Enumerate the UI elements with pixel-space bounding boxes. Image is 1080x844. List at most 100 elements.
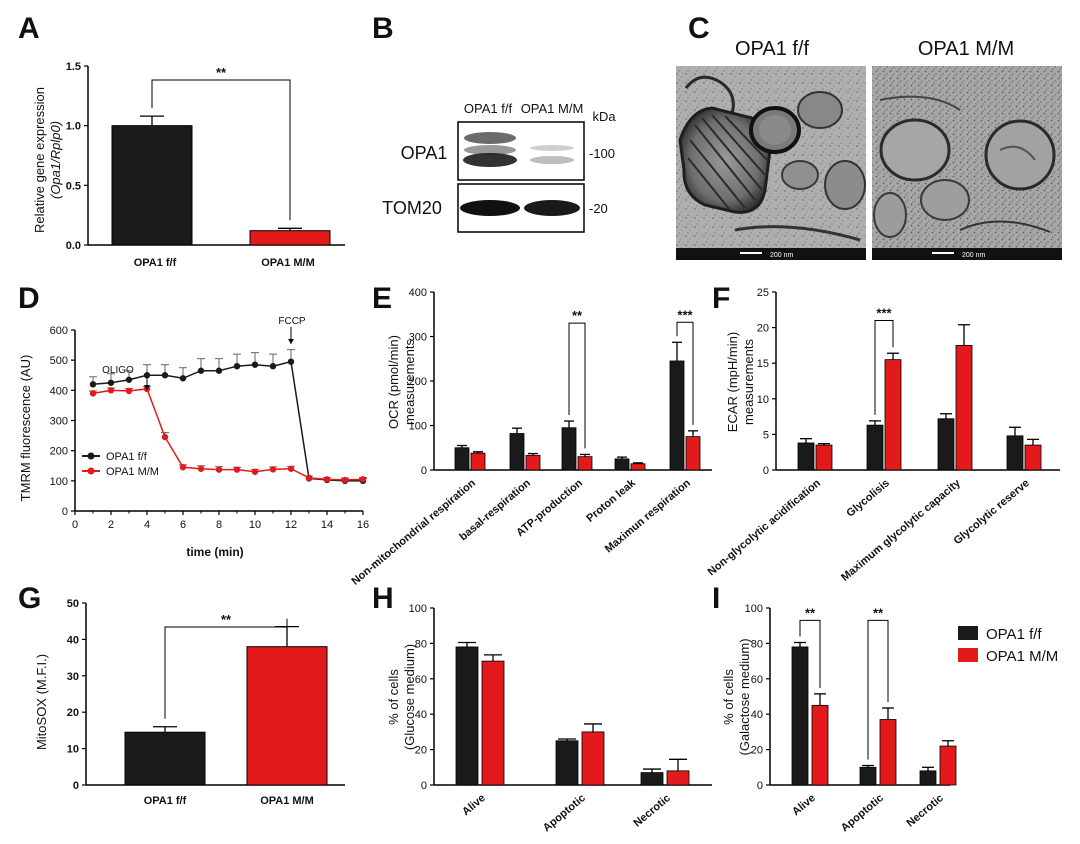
a-ylabel-1: Relative gene expression <box>32 87 47 233</box>
b-mw-100: -100 <box>589 146 615 161</box>
E-bar-mm <box>685 436 701 471</box>
em-micrographs: OPA1 f/f OPA1 M/M 200 nm <box>676 38 1062 260</box>
E-bar-ff <box>614 458 630 471</box>
D-xtick-label: 4 <box>144 519 150 531</box>
H-category-label: Apoptotic <box>541 792 588 834</box>
D-xtick-label: 14 <box>321 519 333 531</box>
F-sig-bracket <box>874 319 894 415</box>
D-point-mm <box>323 476 331 483</box>
F-sig-label: *** <box>876 305 892 320</box>
E-bar-mm <box>470 452 486 471</box>
i-ylabel-2: (Galactose medium) <box>737 638 752 755</box>
H-ytick-label: 60 <box>415 674 427 686</box>
d-ylabel: TMRM fluorescence (AU) <box>18 355 33 502</box>
H-bar-ff <box>640 772 664 786</box>
D-point-mm <box>197 465 205 472</box>
c-title-ff: OPA1 f/f <box>735 38 810 60</box>
D-point-mm <box>251 468 259 475</box>
D-ytick-label: 200 <box>50 446 68 458</box>
G-ytick-label: 20 <box>67 707 79 719</box>
D-xtick-label: 12 <box>285 519 297 531</box>
I-bar-ff <box>859 766 877 786</box>
D-point-mm <box>305 474 313 482</box>
D-point-ff <box>251 361 259 368</box>
D-ytick-label: 100 <box>50 476 68 488</box>
D-xtick-label: 2 <box>108 519 114 531</box>
D-point-ff <box>215 367 223 374</box>
H-ytick-label: 20 <box>415 745 427 757</box>
D-point-mm <box>233 466 241 473</box>
I-ytick-label: 100 <box>745 603 763 615</box>
F-bar-ff <box>797 442 815 471</box>
I-ytick-label: 60 <box>751 674 763 686</box>
I-ytick-label: 0 <box>757 780 763 792</box>
I-ytick-label: 40 <box>751 709 763 721</box>
D-xtick-label: 16 <box>357 519 369 531</box>
G-sig-label: ** <box>221 612 232 627</box>
F-bar-ff <box>1006 435 1024 471</box>
F-ytick-label: 20 <box>757 323 769 335</box>
I-category-label: Necrotic <box>904 792 945 829</box>
D-ytick-label: 400 <box>50 385 68 397</box>
H-bar-ff <box>555 740 579 786</box>
panel-letter-g: G <box>18 582 41 615</box>
b-col-ff: OPA1 f/f <box>464 101 513 116</box>
D-point-ff <box>107 379 115 386</box>
h-ylabel-1: % of cells <box>386 669 401 725</box>
F-ytick-label: 10 <box>757 394 769 406</box>
H-bar-ff <box>455 646 479 786</box>
tom20-bands <box>460 200 580 216</box>
D-point-mm <box>341 476 349 484</box>
D-point-mm <box>269 466 277 473</box>
I-sig-bracket <box>799 619 821 688</box>
d-legend-ff: OPA1 f/f <box>106 451 148 463</box>
D-point-ff <box>125 376 133 383</box>
F-category-label: Maximum glycolytic capacity <box>839 477 964 584</box>
E-ytick-label: 300 <box>409 332 427 344</box>
A-sig-label: ** <box>216 65 227 80</box>
D-series-line-mm <box>92 388 364 481</box>
F-bar-mm <box>955 344 973 471</box>
a-cat-mm: OPA1 M/M <box>261 257 315 269</box>
A-sig-bracket <box>151 79 291 221</box>
D-point-mm <box>179 464 187 471</box>
E-bar-ff <box>509 433 525 471</box>
i-legend: OPA1 f/f OPA1 M/M <box>958 626 1058 665</box>
F-ytick-label: 0 <box>763 465 769 477</box>
b-row-tom20: TOM20 <box>382 198 442 218</box>
D-point-ff <box>233 363 241 370</box>
b-col-mm: OPA1 M/M <box>521 101 584 116</box>
D-point-ff <box>269 363 277 370</box>
I-sig-label: ** <box>805 605 816 620</box>
G-ytick-label: 40 <box>67 634 79 646</box>
i-legend-ff-swatch <box>958 626 978 640</box>
I-bar-mm <box>879 719 897 786</box>
F-category-label: Glycolytic reserve <box>952 477 1032 547</box>
D-xtick-label: 0 <box>72 519 78 531</box>
H-ytick-label: 0 <box>421 780 427 792</box>
D-point-ff <box>89 381 97 388</box>
H-ytick-label: 80 <box>415 638 427 650</box>
e-ylabel-1: OCR (pmol/min) <box>386 335 401 429</box>
g-ylabel: MitoSOX (M.F.I.) <box>34 654 49 750</box>
I-category-label: Apoptotic <box>839 792 886 834</box>
H-category-label: Alive <box>460 792 488 818</box>
d-oligo-label: OLIGO <box>102 365 134 376</box>
E-bar-ff <box>669 360 685 471</box>
G-ytick-label: 10 <box>67 744 79 756</box>
panel-letter-h: H <box>372 582 394 615</box>
h-ylabel-2: (Glucose medium) <box>402 644 417 750</box>
panel-letter-e: E <box>372 282 392 315</box>
I-sig-label: ** <box>873 605 884 620</box>
D-point-ff <box>143 372 151 379</box>
D-point-ff <box>197 367 205 374</box>
E-sig-bracket <box>676 321 694 425</box>
D-ytick-label: 600 <box>50 325 68 337</box>
H-bar-mm <box>581 731 605 786</box>
a-cat-ff: OPA1 f/f <box>134 257 177 269</box>
D-point-mm <box>125 387 133 395</box>
d-xlabel: time (min) <box>186 545 243 559</box>
d-legend-ff-marker <box>87 452 95 460</box>
b-kda-label: kDa <box>592 109 616 124</box>
D-xtick-label: 6 <box>180 519 186 531</box>
